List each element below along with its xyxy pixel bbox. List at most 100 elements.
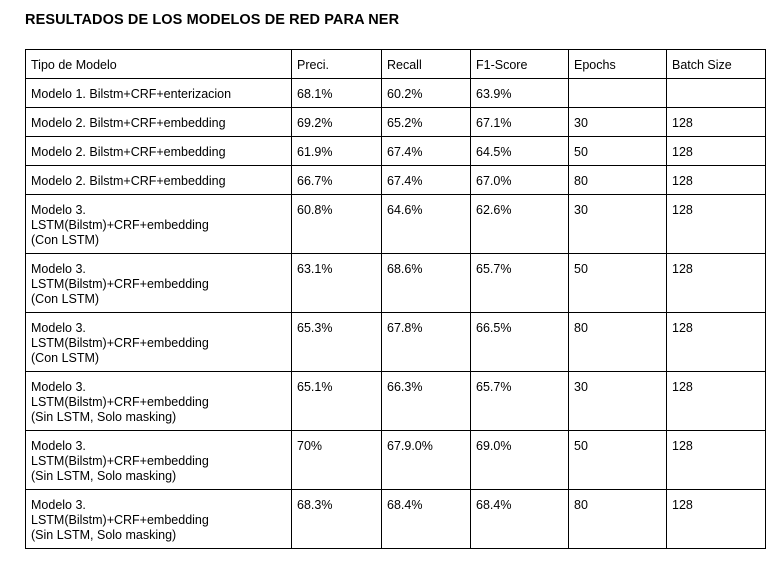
cell-model-type: Modelo 3. LSTM(Bilstm)+CRF+embedding (Con … [25,194,292,254]
model-type-line: Modelo 2. Bilstm+CRF+embedding [31,145,226,159]
cell-model-type: Modelo 3. LSTM(Bilstm)+CRF+embedding (Con … [25,253,292,313]
cell-epochs: 50 [568,136,667,166]
cell-model-type: Modelo 3. LSTM(Bilstm)+CRF+embedding (Sin … [25,489,292,549]
table-row: Modelo 3. LSTM(Bilstm)+CRF+embedding (Con … [25,194,766,254]
cell-model-type: Modelo 3. LSTM(Bilstm)+CRF+embedding (Sin … [25,371,292,431]
cell-recall: 67.8% [381,312,471,372]
cell-precision: 61.9% [291,136,382,166]
table-header-row: Tipo de Modelo Preci. Recall F1-Score Ep… [25,49,766,79]
model-type-line: Modelo 3. [31,439,86,453]
cell-batch-size: 128 [666,194,766,254]
cell-f1-score: 62.6% [470,194,569,254]
header-cell-f1-score: F1-Score [470,49,569,79]
cell-epochs [568,78,667,108]
cell-batch-size: 128 [666,312,766,372]
model-type-line: Modelo 3. [31,380,86,394]
cell-precision: 70% [291,430,382,490]
cell-precision: 65.1% [291,371,382,431]
model-type-line: LSTM(Bilstm)+CRF+embedding [31,454,209,468]
model-type-line: LSTM(Bilstm)+CRF+embedding [31,277,209,291]
cell-f1-score: 68.4% [470,489,569,549]
header-cell-epochs: Epochs [568,49,667,79]
cell-recall: 67.4% [381,165,471,195]
cell-epochs: 50 [568,430,667,490]
header-cell-recall: Recall [381,49,471,79]
cell-batch-size: 128 [666,489,766,549]
cell-batch-size: 128 [666,253,766,313]
cell-f1-score: 63.9% [470,78,569,108]
cell-recall: 68.4% [381,489,471,549]
model-type-line: (Con LSTM) [31,292,100,306]
table-row: Modelo 2. Bilstm+CRF+embedding 61.9% 67.4%… [25,136,766,166]
cell-precision: 65.3% [291,312,382,372]
cell-model-type: Modelo 2. Bilstm+CRF+embedding [25,107,292,137]
model-type-line: Modelo 3. [31,203,86,217]
cell-recall: 67.4% [381,136,471,166]
cell-recall: 65.2% [381,107,471,137]
model-type-line: Modelo 3. [31,262,86,276]
table-row: Modelo 3. LSTM(Bilstm)+CRF+embedding (Sin … [25,371,766,431]
cell-epochs: 80 [568,312,667,372]
cell-epochs: 50 [568,253,667,313]
model-type-line: (Sin LSTM, Solo masking) [31,469,177,483]
cell-f1-score: 69.0% [470,430,569,490]
cell-precision: 69.2% [291,107,382,137]
cell-epochs: 80 [568,165,667,195]
model-type-line: (Sin LSTM, Solo masking) [31,528,177,542]
cell-recall: 60.2% [381,78,471,108]
cell-model-type: Modelo 3. LSTM(Bilstm)+CRF+embedding (Con … [25,312,292,372]
cell-epochs: 30 [568,107,667,137]
model-type-line: (Sin LSTM, Solo masking) [31,410,177,424]
cell-recall: 68.6% [381,253,471,313]
cell-model-type: Modelo 3. LSTM(Bilstm)+CRF+embedding (Sin … [25,430,292,490]
cell-epochs: 30 [568,194,667,254]
cell-recall: 67.9.0% [381,430,471,490]
cell-batch-size: 128 [666,371,766,431]
cell-batch-size: 128 [666,107,766,137]
cell-model-type: Modelo 2. Bilstm+CRF+embedding [25,165,292,195]
cell-recall: 66.3% [381,371,471,431]
cell-recall: 64.6% [381,194,471,254]
table-row: Modelo 2. Bilstm+CRF+embedding 66.7% 67.4%… [25,165,766,195]
cell-batch-size: 128 [666,430,766,490]
cell-precision: 66.7% [291,165,382,195]
cell-f1-score: 67.0% [470,165,569,195]
header-cell-precision: Preci. [291,49,382,79]
cell-model-type: Modelo 1. Bilstm+CRF+enterizacion [25,78,292,108]
header-cell-batch-size: Batch Size [666,49,766,79]
cell-precision: 63.1% [291,253,382,313]
cell-f1-score: 65.7% [470,253,569,313]
model-type-line: LSTM(Bilstm)+CRF+embedding [31,218,209,232]
model-type-line: Modelo 3. [31,498,86,512]
model-type-line: (Con LSTM) [31,233,100,247]
table-row: Modelo 3. LSTM(Bilstm)+CRF+embedding (Sin … [25,489,766,549]
model-type-line: Modelo 3. [31,321,86,335]
cell-f1-score: 64.5% [470,136,569,166]
results-table: Tipo de Modelo Preci. Recall F1-Score Ep… [25,49,766,549]
cell-precision: 68.1% [291,78,382,108]
cell-epochs: 80 [568,489,667,549]
cell-batch-size: 128 [666,165,766,195]
cell-batch-size: 128 [666,136,766,166]
cell-epochs: 30 [568,371,667,431]
table-row: Modelo 3. LSTM(Bilstm)+CRF+embedding (Sin … [25,430,766,490]
table-row: Modelo 3. LSTM(Bilstm)+CRF+embedding (Con … [25,253,766,313]
model-type-line: Modelo 2. Bilstm+CRF+embedding [31,174,226,188]
model-type-line: (Con LSTM) [31,351,100,365]
table-row: Modelo 1. Bilstm+CRF+enterizacion 68.1% 60… [25,78,766,108]
model-type-line: Modelo 1. Bilstm+CRF+enterizacion [31,87,232,101]
model-type-line: LSTM(Bilstm)+CRF+embedding [31,513,209,527]
cell-model-type: Modelo 2. Bilstm+CRF+embedding [25,136,292,166]
header-cell-model-type: Tipo de Modelo [25,49,292,79]
table-row: Modelo 2. Bilstm+CRF+embedding 69.2% 65.2%… [25,107,766,137]
model-type-line: Modelo 2. Bilstm+CRF+embedding [31,116,226,130]
cell-precision: 68.3% [291,489,382,549]
cell-batch-size [666,78,766,108]
model-type-line: LSTM(Bilstm)+CRF+embedding [31,336,209,350]
cell-f1-score: 67.1% [470,107,569,137]
page-title: RESULTADOS DE LOS MODELOS DE RED PARA NE… [25,12,400,28]
cell-f1-score: 65.7% [470,371,569,431]
cell-f1-score: 66.5% [470,312,569,372]
model-type-line: LSTM(Bilstm)+CRF+embedding [31,395,209,409]
cell-precision: 60.8% [291,194,382,254]
